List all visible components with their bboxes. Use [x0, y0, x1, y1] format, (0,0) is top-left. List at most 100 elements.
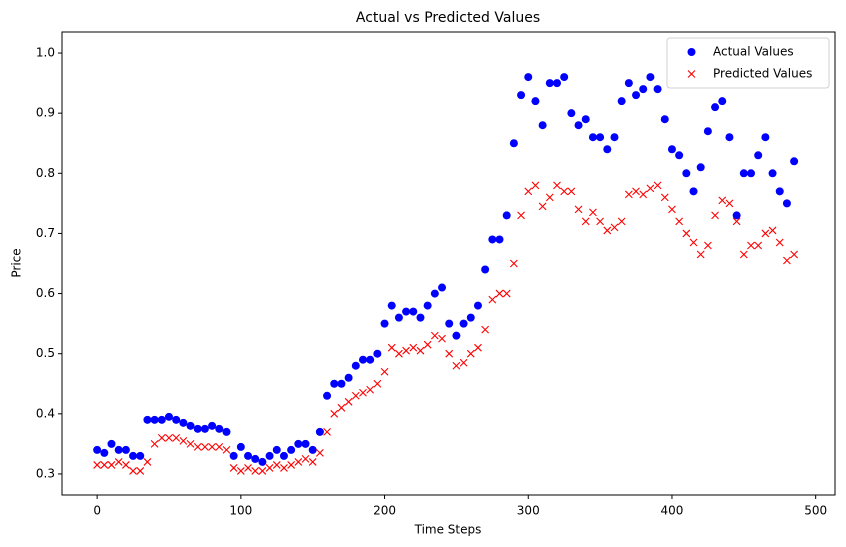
point [560, 187, 569, 196]
point [466, 313, 475, 322]
point [718, 97, 727, 106]
point [438, 283, 447, 292]
point [589, 208, 597, 217]
point [545, 79, 554, 88]
x-tick-label: 500 [804, 504, 827, 518]
point [114, 458, 123, 466]
point [596, 217, 604, 226]
point [581, 217, 590, 226]
point [560, 73, 569, 82]
point [301, 439, 310, 448]
point [308, 445, 317, 454]
point [646, 73, 655, 82]
point [315, 427, 324, 436]
point [668, 205, 676, 214]
point [567, 187, 576, 196]
point [193, 443, 202, 451]
point [222, 427, 231, 436]
x-tick-label: 300 [517, 504, 540, 518]
point [201, 443, 209, 451]
point [93, 461, 102, 469]
point [531, 181, 540, 190]
point [287, 445, 296, 454]
point [768, 226, 777, 235]
point [157, 433, 166, 442]
point [653, 85, 662, 94]
point [380, 319, 389, 328]
point [272, 445, 281, 454]
point [581, 115, 590, 124]
point [466, 349, 475, 358]
point [430, 289, 439, 298]
point [409, 307, 418, 316]
point [790, 250, 799, 259]
point [208, 443, 216, 451]
point [459, 358, 468, 367]
point [481, 325, 490, 334]
point [459, 319, 468, 328]
point [330, 409, 339, 418]
legend: Actual Values Predicted Values [666, 37, 830, 89]
point [394, 313, 403, 322]
point [696, 163, 705, 172]
point [315, 449, 324, 457]
point [603, 145, 612, 154]
point [545, 193, 554, 202]
y-tick-label: 0.5 [36, 346, 55, 360]
point [308, 458, 317, 466]
legend-marker [687, 70, 696, 78]
point [502, 289, 511, 298]
point [711, 211, 719, 220]
point [258, 457, 267, 466]
point [538, 121, 547, 130]
point [524, 73, 533, 82]
point [251, 454, 260, 463]
point [782, 199, 791, 208]
point [107, 439, 116, 448]
point [222, 446, 231, 454]
point [344, 397, 353, 406]
point [186, 421, 195, 430]
point [725, 133, 734, 142]
point [438, 334, 446, 343]
point [294, 439, 303, 448]
y-tick-label: 0.8 [36, 166, 55, 180]
legend-marker [687, 48, 696, 56]
y-tick-label: 0.6 [36, 286, 55, 300]
point [660, 115, 669, 124]
point [179, 436, 188, 445]
point [639, 190, 648, 199]
point [660, 193, 669, 202]
point [790, 157, 799, 166]
point [136, 451, 145, 460]
point [344, 373, 353, 382]
point [351, 391, 360, 400]
point [280, 464, 288, 472]
point [229, 451, 238, 460]
point [552, 79, 561, 88]
point [380, 367, 389, 376]
point [775, 187, 784, 196]
point [272, 461, 281, 469]
point [783, 256, 791, 265]
point [193, 424, 202, 433]
point [538, 202, 547, 211]
point [215, 443, 224, 451]
point [172, 415, 181, 424]
point [265, 464, 274, 472]
point [725, 199, 734, 208]
point [761, 133, 770, 142]
point [358, 355, 367, 364]
point [682, 229, 691, 238]
point [732, 211, 741, 220]
point [617, 97, 626, 106]
point [150, 415, 159, 424]
point [574, 205, 583, 214]
legend-label: Predicted Values [713, 67, 812, 81]
series [93, 181, 799, 475]
point [675, 151, 684, 160]
point [768, 169, 777, 178]
point [373, 379, 382, 388]
x-axis-label: Time Steps [414, 523, 482, 537]
point [323, 391, 332, 400]
